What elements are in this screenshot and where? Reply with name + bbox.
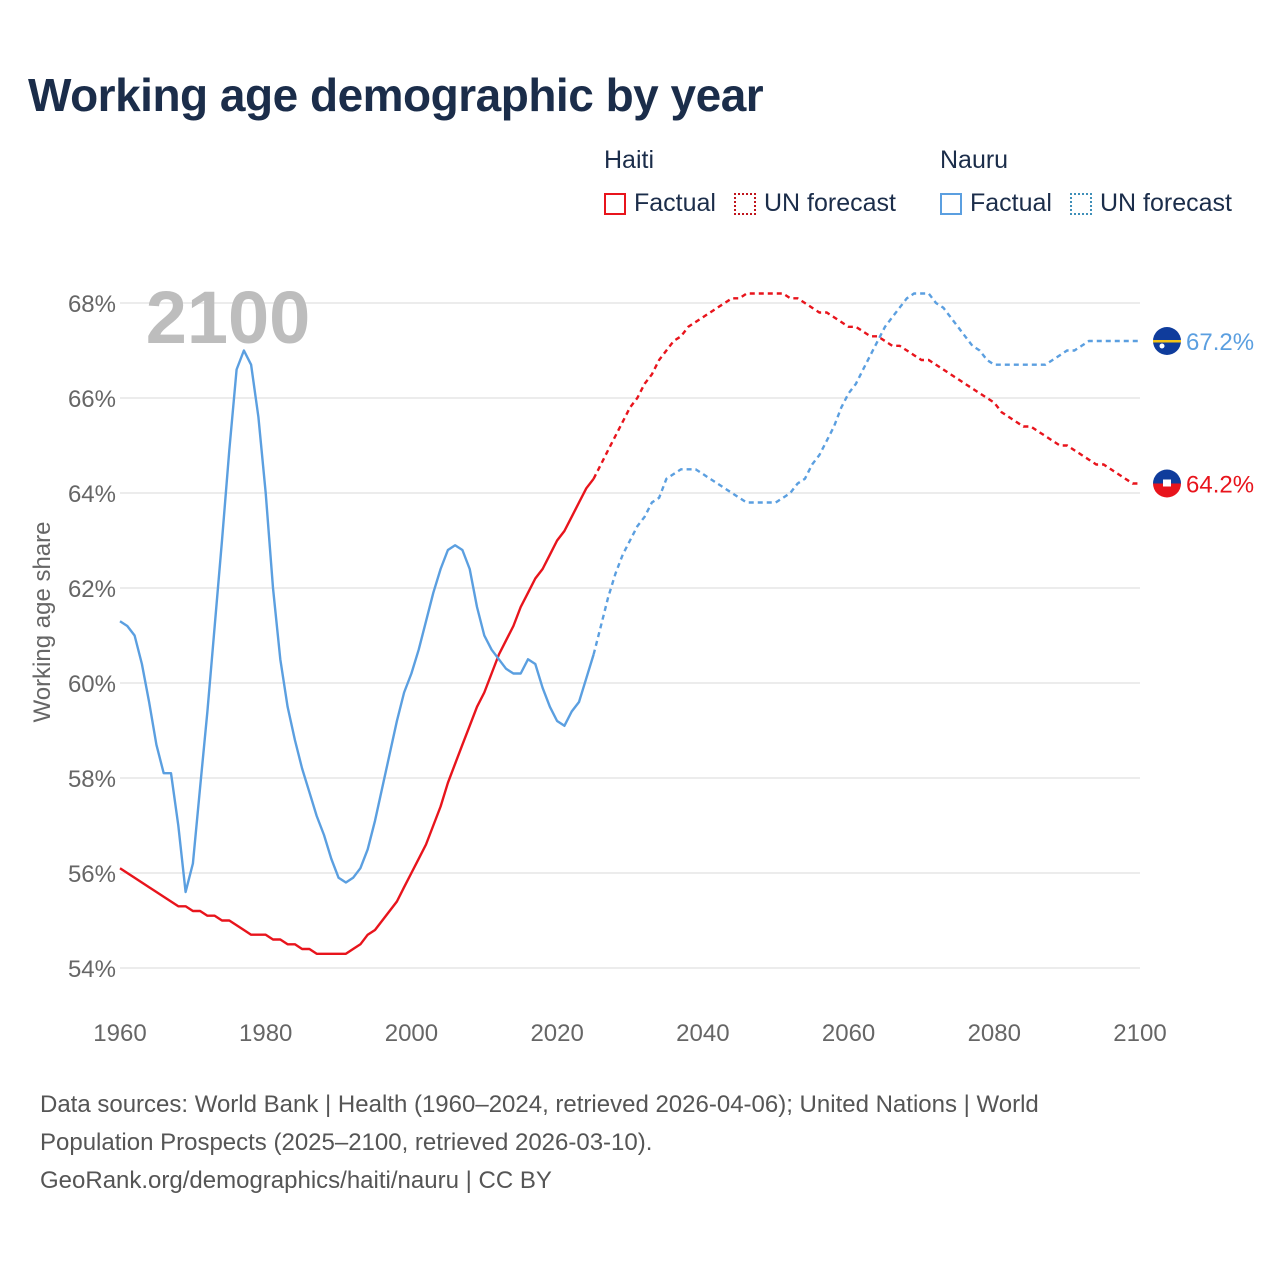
y-axis-ticks: 54% 56% 58% 60% 62% 64% 66% 68% xyxy=(68,291,116,983)
series-line-nauru-factual xyxy=(119,349,595,894)
end-label-haiti: 64.2% xyxy=(1186,472,1254,499)
series-line-haiti-factual xyxy=(119,478,595,955)
source-line-3[interactable]: GeoRank.org/demographics/haiti/nauru | C… xyxy=(40,1167,552,1194)
y-tick-label: 66% xyxy=(68,386,116,413)
legend-haiti-factual-swatch xyxy=(604,192,626,215)
end-label-nauru: 67.2% xyxy=(1186,329,1254,356)
chart-title: Working age demographic by year xyxy=(28,69,764,121)
series-line-nauru-forecast xyxy=(592,292,1140,655)
x-tick-label: 2000 xyxy=(385,1020,438,1047)
legend-haiti-factual-label: Factual xyxy=(634,189,716,217)
legend-nauru-forecast[interactable]: UN forecast xyxy=(1069,189,1232,218)
legend-nauru-name: Nauru xyxy=(940,146,1009,174)
legend-haiti-forecast-label: UN forecast xyxy=(763,189,896,217)
x-tick-label: 2060 xyxy=(822,1020,875,1047)
end-marker-haiti xyxy=(1153,469,1181,498)
x-tick-label: 2040 xyxy=(676,1020,729,1047)
y-tick-label: 56% xyxy=(68,861,116,888)
legend-nauru-forecast-swatch xyxy=(1069,192,1092,215)
y-tick-label: 58% xyxy=(68,766,116,793)
x-tick-label: 2020 xyxy=(530,1020,583,1047)
legend-haiti-factual[interactable]: Factual xyxy=(604,189,716,218)
end-marker-nauru xyxy=(1153,327,1181,355)
legend-nauru-factual[interactable]: Factual xyxy=(940,189,1052,218)
legend-nauru-forecast-label: UN forecast xyxy=(1099,189,1232,217)
y-tick-label: 54% xyxy=(68,956,116,983)
x-axis-ticks: 1960 1980 2000 2020 2040 2060 2080 2100 xyxy=(93,1020,1166,1047)
y-tick-label: 62% xyxy=(68,576,116,603)
legend-nauru-factual-label: Factual xyxy=(970,189,1052,217)
x-tick-label: 2100 xyxy=(1113,1020,1166,1047)
y-axis-label: Working age share xyxy=(29,522,56,723)
x-tick-label: 1980 xyxy=(239,1020,292,1047)
legend-haiti-name: Haiti xyxy=(604,146,655,174)
y-tick-label: 60% xyxy=(68,671,116,698)
series-line-haiti-forecast xyxy=(592,292,1140,485)
legend-nauru-factual-swatch xyxy=(940,192,962,215)
source-note: Data sources: World Bank | Health (1960–… xyxy=(40,1086,1220,1200)
end-markers: 64.2% 67.2% xyxy=(1153,327,1254,499)
source-line-1: Data sources: World Bank | Health (1960–… xyxy=(40,1091,1039,1118)
chart-area: 2100 54% 56% 58% 60% 62% 64% 66% 68% 1960 1980 20… xyxy=(29,276,1254,1047)
year-watermark: 2100 xyxy=(146,276,311,359)
x-tick-label: 1960 xyxy=(93,1020,146,1047)
legend-haiti-forecast-swatch xyxy=(733,192,756,215)
y-tick-label: 68% xyxy=(68,291,116,318)
x-tick-label: 2080 xyxy=(968,1020,1021,1047)
grid xyxy=(120,302,1140,969)
legend-nauru: Nauru Factual UN forecast xyxy=(940,146,1250,218)
y-tick-label: 64% xyxy=(68,481,116,508)
legend-haiti: Haiti Factual UN forecast xyxy=(604,146,914,218)
legend-haiti-forecast[interactable]: UN forecast xyxy=(733,189,896,218)
series xyxy=(119,292,1140,955)
source-line-2: Population Prospects (2025–2100, retriev… xyxy=(40,1129,653,1156)
